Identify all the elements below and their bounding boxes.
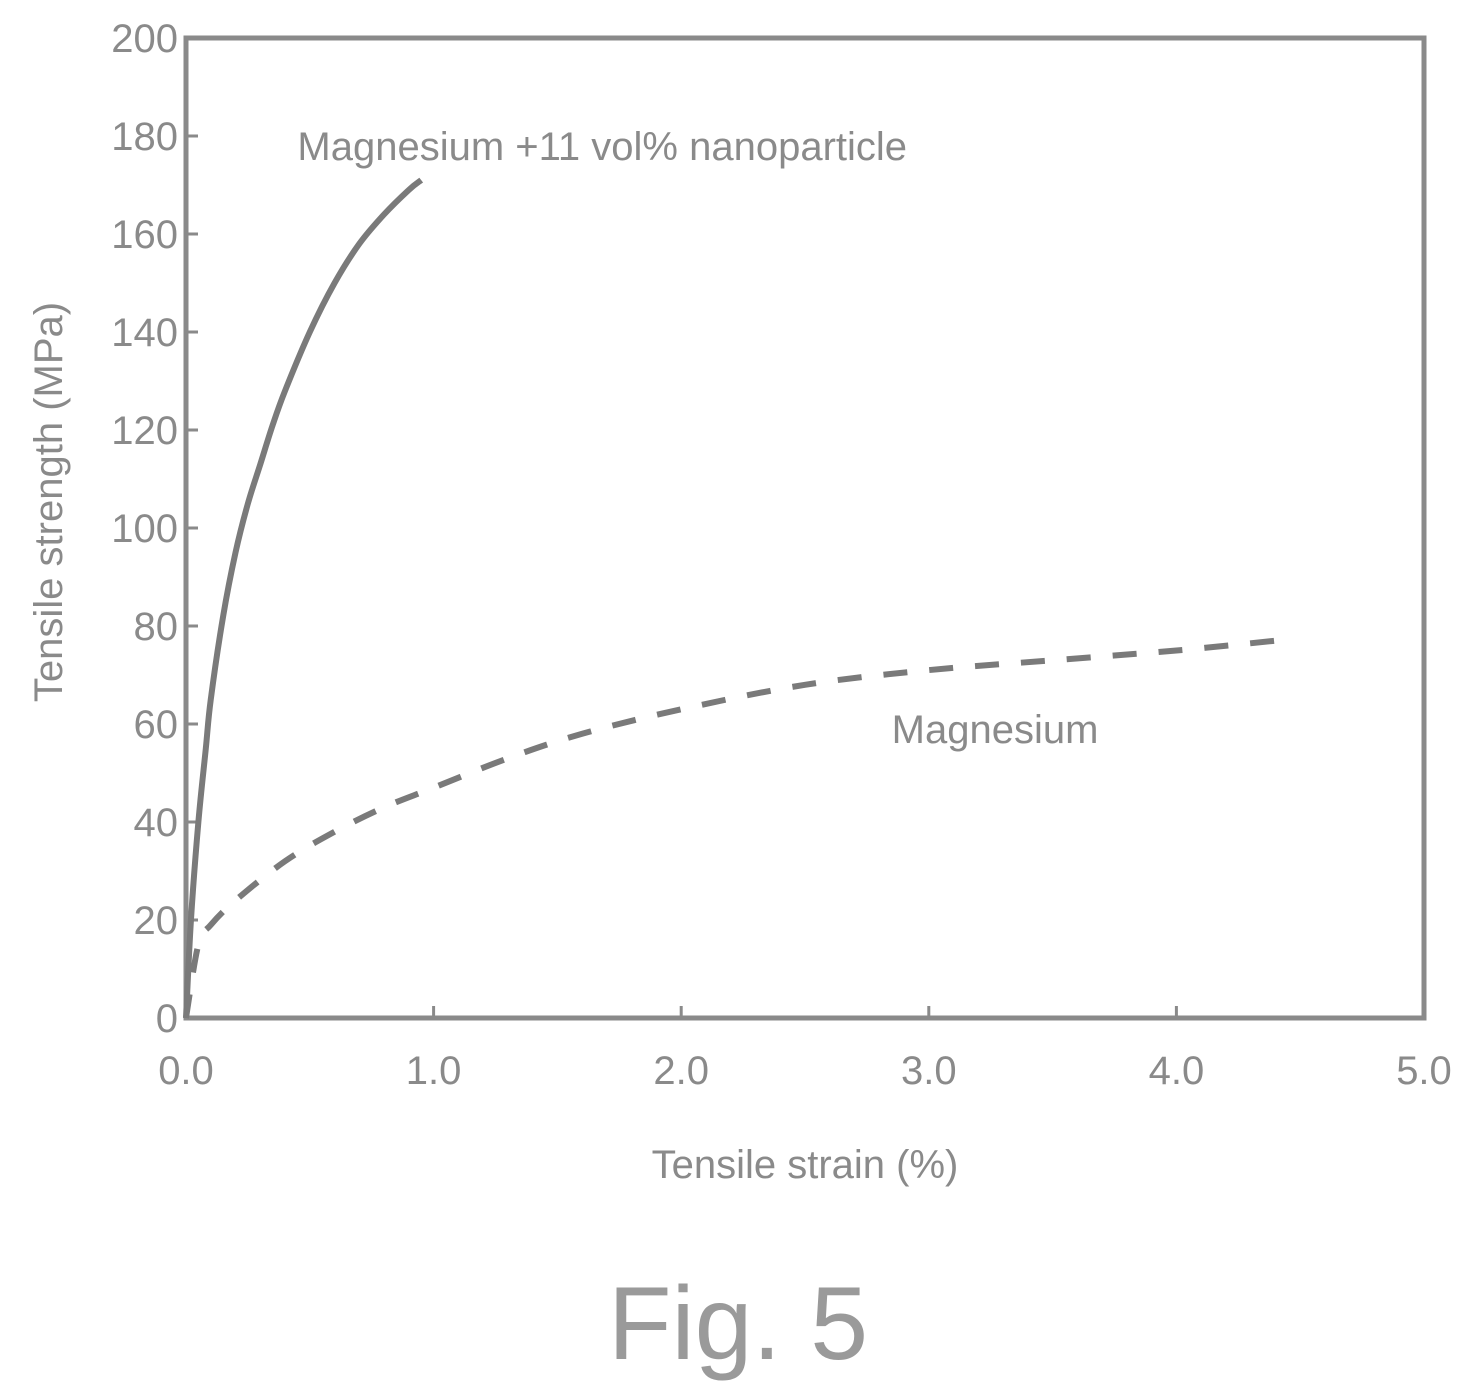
y-tick-label: 120 [111,409,178,453]
x-axis-ticks: 0.0 1.0 2.0 3.0 4.0 5.0 [158,1006,1452,1093]
y-axis-title: Tensile strength (MPa) [27,302,71,702]
series-annotation-label: Magnesium [892,708,1099,752]
y-tick-label: 160 [111,213,178,257]
y-tick-label: 80 [134,605,179,649]
figure-caption: Fig. 5 [607,1266,869,1382]
y-tick-label: 0 [156,997,178,1041]
x-tick-label: 3.0 [901,1049,957,1093]
series-annotation-label: Magnesium +11 vol% nanoparticle [297,125,907,169]
x-tick-label: 5.0 [1396,1049,1452,1093]
series-line-magnesium-nanoparticle [183,177,424,1019]
y-tick-label: 180 [111,115,178,159]
y-tick-label: 200 [111,17,178,61]
series-line-magnesium [183,637,1276,1019]
annotation-layer: Magnesium +11 vol% nanoparticle Magnesium [297,125,1098,752]
series-layer [183,177,1276,1019]
plot-frame [183,35,1427,1021]
x-axis-title: Tensile strain (%) [652,1143,959,1187]
x-tick-label: 0.0 [158,1049,214,1093]
y-axis-ticks: 0 20 40 60 80 100 120 140 160 180 200 [111,17,198,1041]
y-tick-label: 20 [134,899,179,943]
x-tick-label: 2.0 [653,1049,709,1093]
x-tick-label: 4.0 [1149,1049,1205,1093]
x-tick-label: 1.0 [406,1049,462,1093]
y-tick-label: 40 [134,801,179,845]
y-tick-label: 100 [111,507,178,551]
y-tick-label: 60 [134,703,179,747]
y-tick-label: 140 [111,311,178,355]
